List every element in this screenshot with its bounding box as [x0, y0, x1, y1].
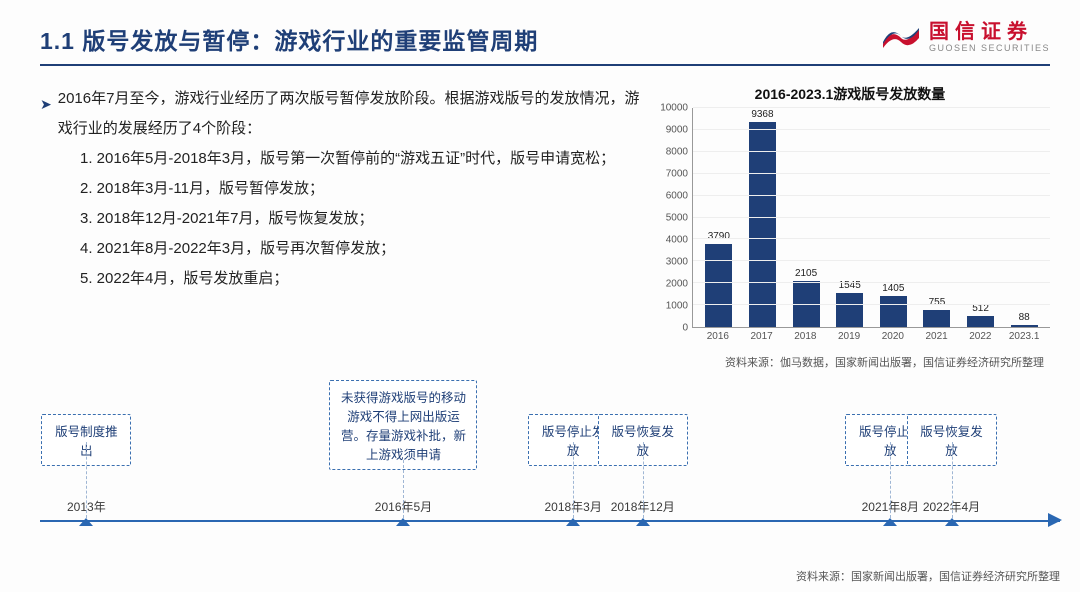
x-tick-label: 2019 [827, 328, 871, 348]
bar: 88 [1002, 108, 1046, 327]
x-tick-label: 2020 [871, 328, 915, 348]
y-tick-label: 8000 [666, 147, 688, 158]
header-rule [40, 64, 1050, 66]
timeline-connector [890, 442, 891, 518]
bar-value-label: 755 [929, 297, 946, 308]
bar: 512 [959, 108, 1003, 327]
brand-logo: 国信证券 GUOSEN SECURITIES [881, 22, 1050, 53]
list-item: 4. 2021年8月-2022年3月，版号再次暂停发放； [80, 234, 640, 264]
list-item: 1. 2016年5月-2018年3月，版号第一次暂停前的“游戏五证”时代，版号申… [80, 144, 640, 174]
y-tick-label: 4000 [666, 235, 688, 246]
list-item: 3. 2018年12月-2021年7月，版号恢复发放； [80, 204, 640, 234]
bar: 755 [915, 108, 959, 327]
x-tick-label: 2016 [696, 328, 740, 348]
y-tick-label: 0 [682, 323, 688, 334]
timeline-axis [40, 520, 1060, 522]
x-tick-label: 2022 [959, 328, 1003, 348]
bar-value-label: 1405 [882, 283, 904, 294]
y-tick-label: 1000 [666, 301, 688, 312]
timeline-event-box: 未获得游戏版号的移动游戏不得上网出版运营。存量游戏补批，新上游戏须申请 [329, 380, 477, 470]
bullet-arrow-icon: ➤ [40, 90, 52, 144]
chart-source: 资料来源：伽马数据，国家新闻出版署，国信证券经济研究所整理 [650, 354, 1050, 370]
bar: 3790 [697, 108, 741, 327]
chart-title: 2016-2023.1游戏版号发放数量 [650, 84, 1050, 104]
bar-value-label: 3790 [708, 231, 730, 242]
timeline-connector [403, 460, 404, 518]
arrowhead-icon [1048, 513, 1062, 532]
timeline-source: 资料来源：国家新闻出版署，国信证券经济研究所整理 [796, 568, 1060, 584]
timeline-connector [643, 442, 644, 518]
bar-value-label: 2105 [795, 268, 817, 279]
logo-icon [881, 24, 921, 52]
y-tick-label: 10000 [660, 103, 688, 114]
y-tick-label: 7000 [666, 169, 688, 180]
logo-text-en: GUOSEN SECURITIES [929, 44, 1050, 53]
timeline-connector [952, 442, 953, 518]
intro-text: 2016年7月至今，游戏行业经历了两次版号暂停发放阶段。根据游戏版号的发放情况，… [58, 84, 640, 144]
bar: 9368 [741, 108, 785, 327]
timeline-connector [86, 442, 87, 518]
timeline: 版号制度推出未获得游戏版号的移动游戏不得上网出版运营。存量游戏补批，新上游戏须申… [40, 380, 1060, 560]
y-tick-label: 6000 [666, 191, 688, 202]
phase-list: 1. 2016年5月-2018年3月，版号第一次暂停前的“游戏五证”时代，版号申… [40, 144, 640, 294]
x-tick-label: 2021 [915, 328, 959, 348]
x-tick-label: 2017 [740, 328, 784, 348]
bar-value-label: 9368 [751, 109, 773, 120]
bar: 2105 [784, 108, 828, 327]
y-tick-label: 9000 [666, 125, 688, 136]
bar: 1545 [828, 108, 872, 327]
y-tick-label: 2000 [666, 279, 688, 290]
text-content: ➤ 2016年7月至今，游戏行业经历了两次版号暂停发放阶段。根据游戏版号的发放情… [40, 84, 650, 370]
bar: 1405 [872, 108, 916, 327]
list-item: 5. 2022年4月，版号发放重启； [80, 264, 640, 294]
page-title: 1.1 版号发放与暂停：游戏行业的重要监管周期 [40, 22, 538, 56]
y-tick-label: 5000 [666, 213, 688, 224]
y-tick-label: 3000 [666, 257, 688, 268]
x-tick-label: 2018 [784, 328, 828, 348]
logo-text-cn: 国信证券 [929, 22, 1050, 42]
x-tick-label: 2023.1 [1002, 328, 1046, 348]
list-item: 2. 2018年3月-11月，版号暂停发放； [80, 174, 640, 204]
bar-chart: 0100020003000400050006000700080009000100… [650, 108, 1050, 348]
timeline-connector [573, 442, 574, 518]
bar-value-label: 88 [1019, 312, 1030, 323]
